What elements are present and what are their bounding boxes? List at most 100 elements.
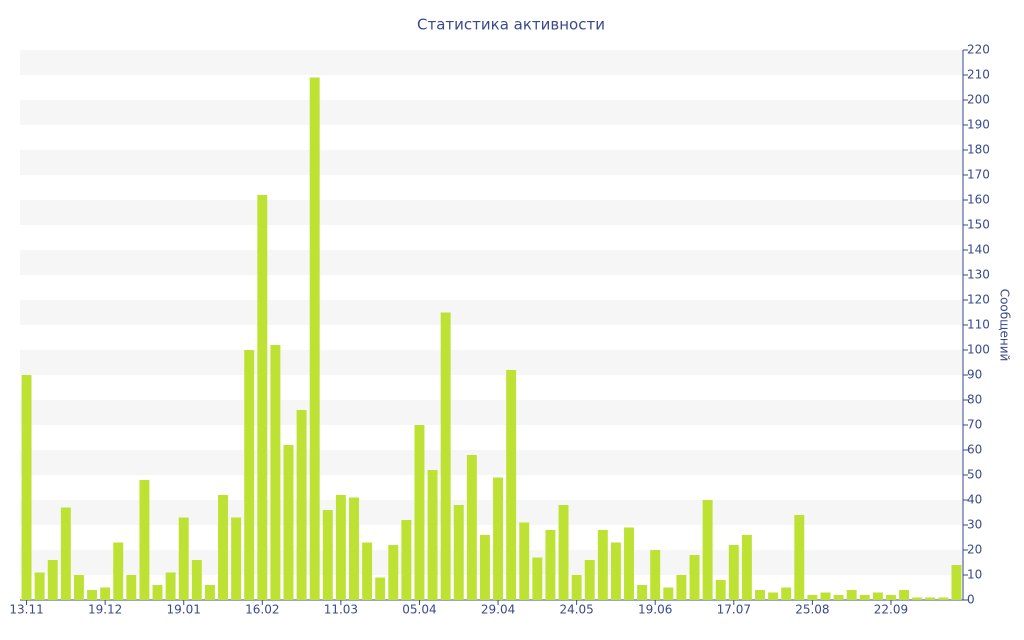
y-tick-label: 160 bbox=[967, 193, 990, 207]
x-tick-label: 19.06 bbox=[638, 603, 672, 617]
grid-band bbox=[20, 250, 963, 275]
x-tick-label: 29.04 bbox=[481, 603, 515, 617]
bar bbox=[676, 575, 687, 600]
x-tick-label: 22.09 bbox=[874, 603, 908, 617]
y-tick-label: 180 bbox=[967, 143, 990, 157]
bar bbox=[401, 520, 412, 600]
bar bbox=[270, 345, 281, 600]
bar bbox=[139, 480, 150, 600]
bar bbox=[73, 575, 84, 600]
bar bbox=[702, 500, 713, 600]
y-tick-label: 20 bbox=[967, 543, 982, 557]
y-tick-label: 150 bbox=[967, 218, 990, 232]
bar bbox=[650, 550, 661, 600]
bar bbox=[440, 312, 451, 600]
bar bbox=[820, 592, 831, 600]
y-tick-label: 50 bbox=[967, 468, 982, 482]
y-tick-label: 210 bbox=[967, 68, 990, 82]
bar bbox=[296, 410, 307, 600]
x-tick-label: 16.02 bbox=[245, 603, 279, 617]
y-tick-label: 100 bbox=[967, 343, 990, 357]
bar bbox=[244, 350, 255, 600]
grid-band bbox=[20, 350, 963, 375]
bar bbox=[191, 560, 202, 600]
bar bbox=[715, 580, 726, 600]
bar bbox=[204, 585, 215, 600]
grid-band bbox=[20, 450, 963, 475]
y-tick-label: 60 bbox=[967, 443, 982, 457]
bar bbox=[309, 77, 320, 600]
y-tick-label: 110 bbox=[967, 318, 990, 332]
bar bbox=[218, 495, 228, 600]
grid-band bbox=[20, 100, 963, 125]
bar bbox=[558, 505, 569, 600]
bar bbox=[47, 560, 58, 600]
bar bbox=[610, 542, 621, 600]
bar bbox=[466, 455, 477, 600]
bar bbox=[388, 545, 399, 600]
bar bbox=[21, 375, 32, 600]
bar bbox=[584, 560, 595, 600]
x-tick-label: 11.03 bbox=[324, 603, 358, 617]
x-tick-label: 05.04 bbox=[402, 603, 436, 617]
bar bbox=[375, 577, 386, 600]
bar bbox=[912, 597, 923, 600]
grid-band bbox=[20, 400, 963, 425]
bar bbox=[349, 497, 359, 600]
bar bbox=[597, 530, 608, 600]
bar bbox=[545, 530, 556, 600]
bar bbox=[755, 590, 765, 600]
y-tick-label: 190 bbox=[967, 118, 990, 132]
bar bbox=[768, 592, 779, 600]
bar bbox=[624, 527, 634, 600]
chart-title: Статистика активности bbox=[417, 16, 605, 34]
x-tick-label: 13.11 bbox=[9, 603, 43, 617]
x-tick-label: 19.12 bbox=[88, 603, 122, 617]
bar bbox=[741, 535, 752, 600]
bar bbox=[113, 542, 124, 600]
bar bbox=[231, 517, 242, 600]
y-tick-label: 10 bbox=[967, 568, 982, 582]
bar bbox=[833, 595, 844, 600]
x-tick-label: 25.08 bbox=[795, 603, 829, 617]
grid-band bbox=[20, 50, 963, 75]
bar bbox=[414, 425, 425, 600]
bar bbox=[453, 505, 464, 600]
bar bbox=[427, 470, 438, 600]
bar bbox=[335, 495, 346, 600]
bar bbox=[885, 595, 896, 600]
bar bbox=[322, 510, 333, 600]
y-axis-label: Сообщений bbox=[998, 289, 1012, 362]
y-tick-label: 70 bbox=[967, 418, 982, 432]
bar bbox=[859, 595, 870, 600]
bar bbox=[532, 557, 543, 600]
bar bbox=[362, 542, 373, 600]
bar bbox=[60, 507, 71, 600]
x-tick-label: 19.01 bbox=[167, 603, 201, 617]
y-tick-label: 130 bbox=[967, 268, 990, 282]
bar bbox=[794, 515, 805, 600]
y-tick-label: 120 bbox=[967, 293, 990, 307]
bar bbox=[689, 555, 700, 600]
bar bbox=[165, 572, 176, 600]
bar bbox=[781, 587, 792, 600]
grid-band bbox=[20, 300, 963, 325]
bar bbox=[100, 587, 111, 600]
bar bbox=[126, 575, 137, 600]
bar bbox=[925, 597, 936, 600]
y-tick-label: 0 bbox=[967, 593, 975, 607]
grid-band bbox=[20, 200, 963, 225]
bar bbox=[571, 575, 582, 600]
bar bbox=[728, 545, 739, 600]
bar bbox=[519, 522, 530, 600]
bar bbox=[257, 195, 268, 600]
grid-band bbox=[20, 150, 963, 175]
bar bbox=[87, 590, 98, 600]
x-tick-label: 17.07 bbox=[717, 603, 751, 617]
bar bbox=[34, 572, 45, 600]
y-tick-label: 140 bbox=[967, 243, 990, 257]
bar bbox=[872, 592, 883, 600]
y-tick-label: 40 bbox=[967, 493, 982, 507]
y-tick-label: 200 bbox=[967, 93, 990, 107]
